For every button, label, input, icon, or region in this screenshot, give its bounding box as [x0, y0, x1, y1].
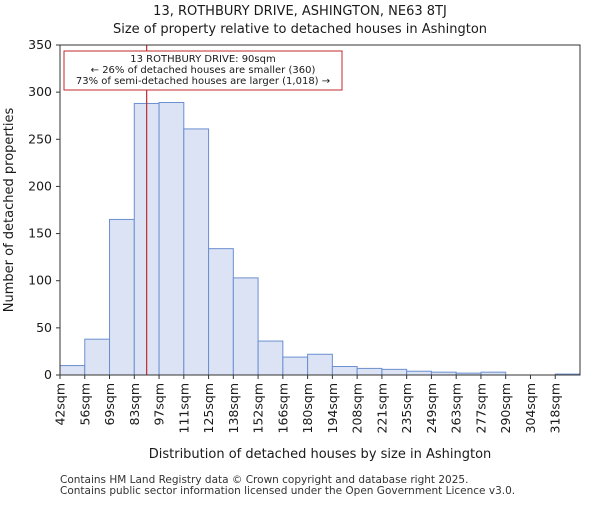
x-tick-label: 180sqm [300, 383, 315, 433]
x-tick-label: 83sqm [127, 383, 142, 426]
bar-125sqm [208, 248, 234, 376]
x-tick-label: 111sqm [176, 383, 191, 433]
footer-line-1: Contains HM Land Registry data © Crown c… [60, 474, 468, 486]
plot-frame [59, 44, 581, 376]
chart-subtitle: Size of property relative to detached ho… [113, 22, 487, 37]
bar-194sqm [331, 366, 358, 376]
y-tick-label: 100 [28, 273, 52, 288]
y-tick-label: 0 [44, 367, 52, 382]
x-tick-label: 263sqm [449, 383, 464, 433]
annotation-box-frame [63, 50, 343, 91]
y-tick-label: 50 [36, 320, 52, 335]
y-tick-label: 350 [28, 37, 52, 52]
y-tick-label: 200 [28, 178, 52, 193]
bar-97sqm [158, 102, 185, 376]
bar-56sqm [84, 338, 111, 376]
x-tick-label: 42sqm [53, 383, 68, 426]
annotation-line-3: 73% of semi-detached houses are larger (… [76, 76, 330, 87]
bar-111sqm [183, 128, 210, 376]
x-axis-label: Distribution of detached houses by size … [149, 447, 492, 462]
property-annotation: 13 ROTHBURY DRIVE: 90sqm ← 26% of detach… [63, 50, 343, 91]
chart-title: 13, ROTHBURY DRIVE, ASHINGTON, NE63 8TJ [153, 4, 447, 19]
annotation-line-1: 13 ROTHBURY DRIVE: 90sqm [130, 54, 275, 65]
y-axis-label: Number of detached properties [2, 108, 17, 313]
x-tick-label: 277sqm [473, 383, 488, 433]
x-tick-label: 290sqm [498, 383, 513, 433]
bar-69sqm [109, 218, 135, 376]
x-tick-label: 152sqm [251, 383, 266, 433]
x-tick-label: 138sqm [226, 383, 241, 433]
bar-235sqm [406, 370, 432, 376]
x-tick-label: 235sqm [399, 383, 414, 433]
y-tick-label: 250 [28, 131, 52, 146]
bar-166sqm [282, 356, 309, 376]
x-tick-label: 221sqm [374, 383, 389, 433]
y-tick-label: 300 [28, 84, 52, 99]
annotation-line-2: ← 26% of detached houses are smaller (36… [91, 65, 316, 76]
bar-42sqm [59, 365, 86, 376]
y-tick-label: 150 [28, 226, 52, 241]
bar-152sqm [257, 340, 284, 376]
x-tick-label: 125sqm [201, 383, 216, 433]
x-tick-label: 304sqm [523, 383, 538, 433]
bar-208sqm [356, 367, 383, 376]
bar-138sqm [232, 277, 259, 376]
footer-line-2: Contains public sector information licen… [60, 485, 515, 497]
x-tick-label: 69sqm [102, 383, 117, 426]
x-tick-label: 166sqm [275, 383, 290, 433]
bar-221sqm [381, 368, 408, 376]
x-tick-label: 97sqm [152, 383, 167, 426]
x-tick-label: 318sqm [548, 383, 563, 433]
x-tick-label: 56sqm [77, 383, 92, 426]
bar-180sqm [307, 353, 333, 376]
x-tick-label: 208sqm [350, 383, 365, 433]
x-tick-label: 249sqm [424, 383, 439, 433]
x-tick-label: 194sqm [325, 383, 340, 433]
